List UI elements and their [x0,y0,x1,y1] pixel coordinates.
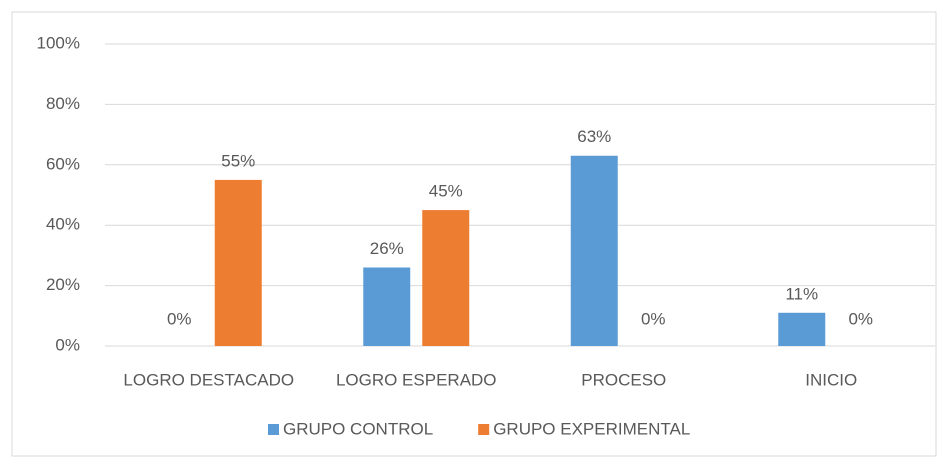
data-label: 0% [641,309,666,328]
data-label: 63% [577,127,611,146]
bar [214,179,262,346]
data-label: 45% [429,182,463,201]
bar [363,267,411,346]
bar [778,312,826,346]
x-tick-label: LOGRO DESTACADO [123,370,294,389]
data-label: 55% [221,151,255,170]
y-tick-label: 100% [37,33,80,52]
legend-swatch [268,424,279,435]
y-tick-label: 0% [55,335,80,354]
x-tick-label: LOGRO ESPERADO [336,370,497,389]
x-tick-label: INICIO [805,370,857,389]
legend-label: GRUPO EXPERIMENTAL [493,419,690,438]
data-label: 26% [370,239,404,258]
legend-label: GRUPO CONTROL [283,419,433,438]
data-label: 0% [848,309,873,328]
y-tick-label: 60% [46,154,80,173]
x-tick-label: PROCESO [581,370,666,389]
bar [570,155,618,346]
y-tick-label: 20% [46,275,80,294]
y-tick-label: 40% [46,215,80,234]
data-label: 0% [167,309,192,328]
y-tick-label: 80% [46,94,80,113]
bar [422,210,470,346]
legend-swatch [478,424,490,435]
data-label: 11% [785,284,818,303]
chart-border [11,11,937,457]
